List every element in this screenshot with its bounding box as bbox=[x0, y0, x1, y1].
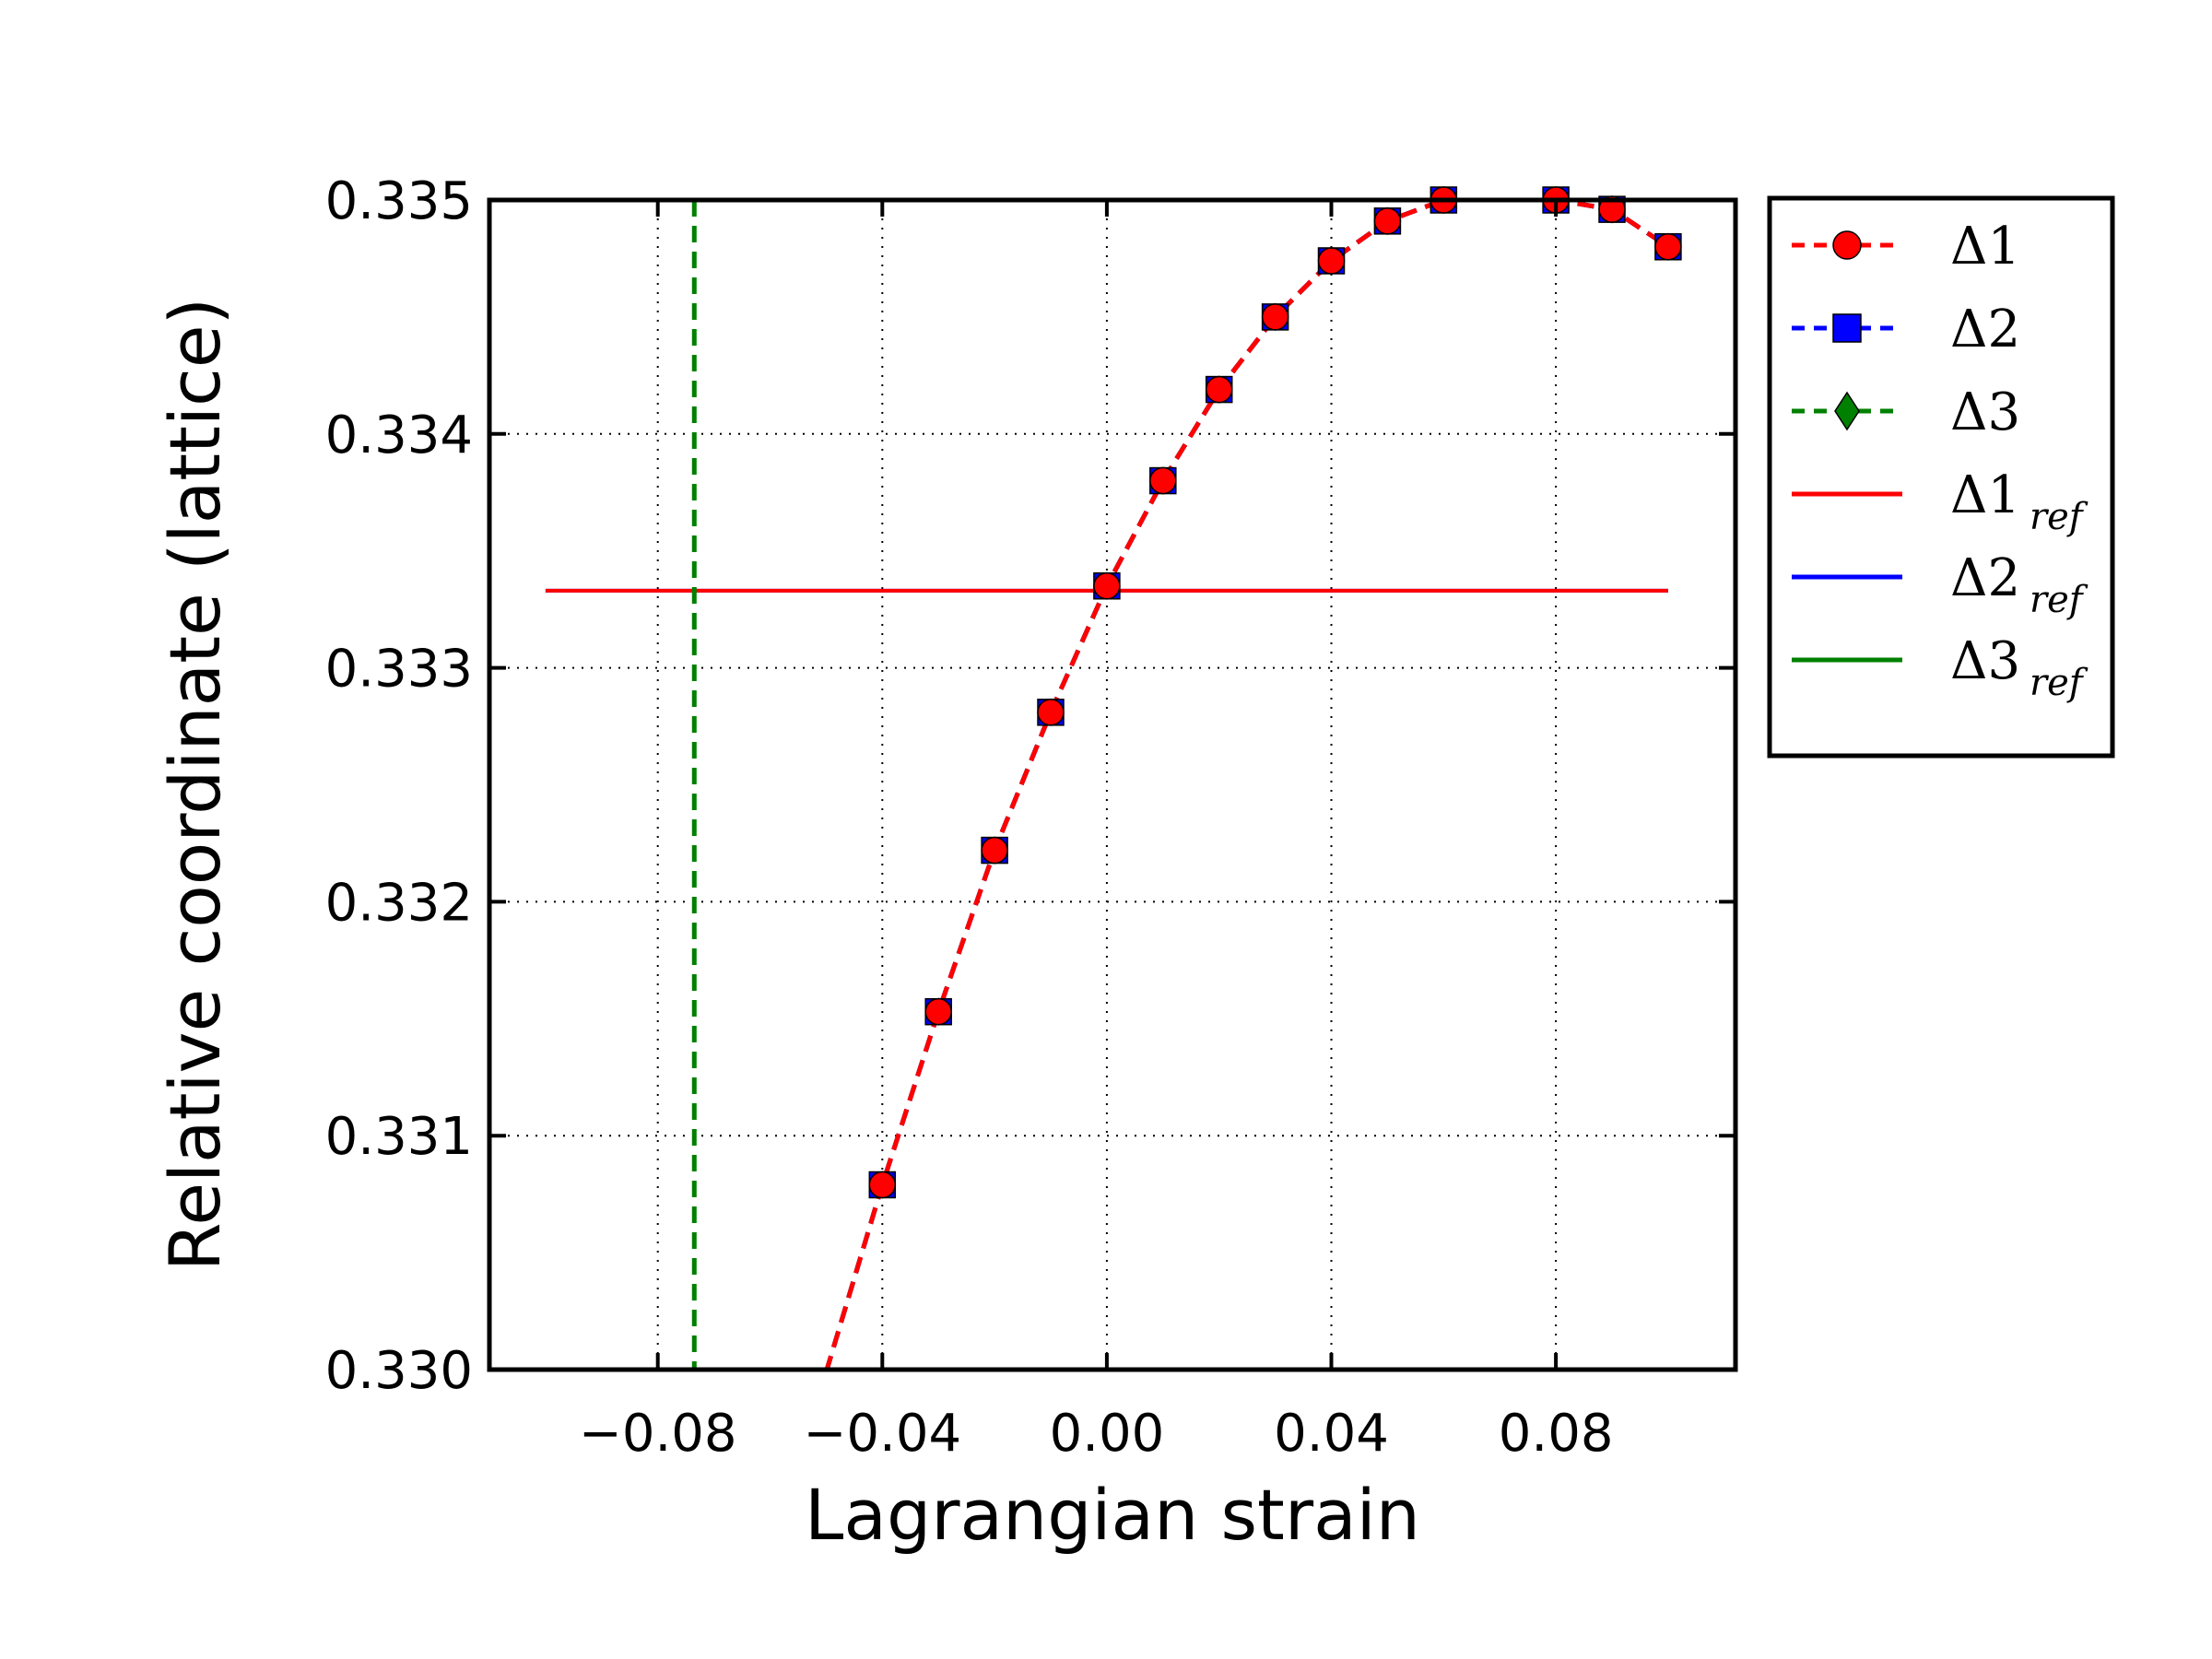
y-tick-label: 0.332 bbox=[325, 873, 473, 933]
grid-lines bbox=[489, 199, 1735, 1371]
marker-circle bbox=[1037, 699, 1065, 726]
marker-circle bbox=[868, 1171, 897, 1199]
legend-label: Δ3 bbox=[1950, 382, 2020, 442]
legend-ref-label: Δ3 bbox=[1950, 631, 2020, 691]
marker-circle bbox=[1149, 466, 1177, 495]
legend-marker-circle bbox=[1832, 230, 1862, 260]
series-line-3 bbox=[824, 200, 1670, 1370]
legend-ref-subscript: ref bbox=[2030, 579, 2088, 621]
x-tick-label: −0.04 bbox=[804, 1404, 962, 1464]
legend-ref-subscript: ref bbox=[2030, 496, 2088, 538]
y-tick-label: 0.333 bbox=[325, 640, 473, 700]
marker-circle bbox=[1205, 375, 1233, 404]
x-tick-label: 0.04 bbox=[1274, 1404, 1389, 1464]
y-tick-label: 0.331 bbox=[325, 1107, 473, 1167]
y-tick-label: 0.335 bbox=[325, 171, 473, 231]
x-axis-title: Lagrangian strain bbox=[805, 1474, 1420, 1556]
y-axis-title: Relative coordinate (lattice) bbox=[154, 298, 236, 1271]
marker-circle bbox=[1317, 247, 1346, 275]
y-tick-label: 0.334 bbox=[325, 406, 473, 465]
legend-ref-subscript: ref bbox=[2030, 662, 2088, 704]
series-line-2 bbox=[824, 200, 1670, 1370]
x-tick-label: −0.08 bbox=[579, 1404, 737, 1464]
y-tick-label: 0.330 bbox=[325, 1341, 473, 1401]
marker-circle bbox=[924, 997, 952, 1026]
x-tick-label: 0.08 bbox=[1499, 1404, 1614, 1464]
legend-ref-label: Δ2 bbox=[1950, 548, 2020, 608]
legend-marker-diamond bbox=[1834, 391, 1860, 431]
series-line-1 bbox=[824, 200, 1670, 1370]
x-tick-label: 0.00 bbox=[1050, 1404, 1165, 1464]
legend-marker-square bbox=[1832, 313, 1862, 343]
marker-circle bbox=[1261, 303, 1289, 331]
marker-circle bbox=[1598, 195, 1626, 223]
legend-box bbox=[1767, 195, 2115, 759]
plot-frame bbox=[487, 197, 1738, 1372]
axis-ticks: −0.08 −0.04 0.00 0.04 0.08 0.330 0.331 0.332 0.3… bbox=[325, 171, 1735, 1464]
legend-label: Δ1 bbox=[1950, 217, 2020, 276]
marker-circle bbox=[1373, 207, 1402, 235]
marker-circle bbox=[981, 836, 1008, 865]
legend-ref-label: Δ1 bbox=[1950, 465, 2020, 525]
legend-label: Δ2 bbox=[1950, 300, 2020, 359]
marker-circle bbox=[1093, 572, 1121, 600]
data-markers bbox=[868, 185, 1682, 1199]
marker-circle bbox=[1654, 233, 1682, 261]
